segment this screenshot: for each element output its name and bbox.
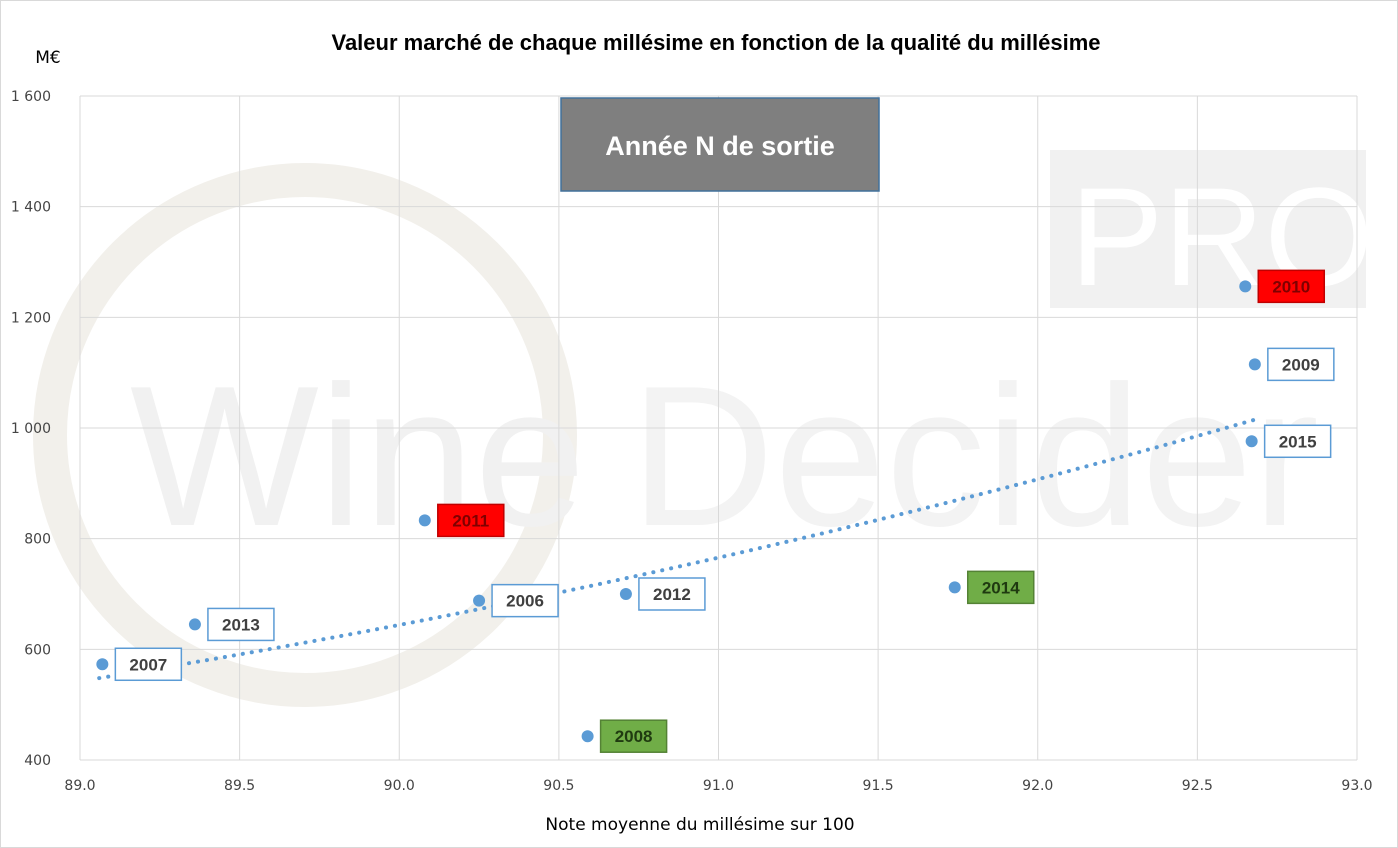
y-tick-label: 1 000 — [11, 421, 51, 437]
data-point-2006 — [473, 594, 486, 607]
watermark-brand-text: Wine — [130, 345, 586, 568]
watermark-brand-text-2: Decider — [630, 345, 1319, 568]
watermark-pro-text: PRO — [1070, 158, 1373, 315]
y-tick-label: 600 — [24, 642, 51, 658]
annotation-box — [560, 97, 880, 192]
x-tick-label: 93.0 — [1341, 778, 1372, 794]
grid — [79, 95, 1358, 761]
data-label-box-2014 — [966, 570, 1035, 605]
y-tick-label: 1 400 — [11, 200, 51, 216]
x-tick-label: 90.5 — [543, 778, 574, 794]
data-label-2012: 2012 — [653, 585, 691, 604]
x-tick-label: 90.0 — [384, 778, 415, 794]
data-point-2013 — [188, 618, 201, 631]
data-point-2010 — [1239, 280, 1252, 293]
data-point-2015 — [1245, 435, 1258, 448]
data-label-2009: 2009 — [1282, 355, 1320, 374]
data-label-2010: 2010 — [1272, 277, 1310, 296]
data-label-box-2007 — [114, 647, 183, 682]
data-label-box-2013 — [207, 607, 275, 642]
data-point-2009 — [1248, 358, 1261, 371]
x-tick-label: 89.5 — [224, 778, 255, 794]
data-label-box-2006 — [491, 583, 559, 618]
data-label-2011: 2011 — [452, 511, 489, 530]
x-axis-title: Note moyenne du millésime sur 100 — [545, 815, 854, 835]
data-point-2014 — [948, 581, 961, 594]
y-tick-label: 800 — [24, 532, 51, 548]
data-label-box-2009 — [1267, 347, 1335, 382]
data-label-2008: 2008 — [615, 727, 653, 746]
x-tick-label: 91.5 — [863, 778, 894, 794]
data-point-2008 — [581, 730, 594, 743]
data-label-2007: 2007 — [129, 655, 167, 674]
data-label-box-2011 — [437, 503, 505, 538]
axis-ticks: 89.0 89.5 90.0 90.5 91.0 91.5 92.0 92.5 93.0 400 6… — [11, 89, 1373, 794]
watermark-ring — [33, 163, 577, 707]
data-label-box-2015 — [1263, 424, 1332, 459]
data-label-2015: 2015 — [1279, 432, 1317, 451]
y-axis-unit: M€ — [35, 48, 60, 68]
data-labels: 2007 2013 2011 2006 2008 2012 2014 2010 2009 2015 — [114, 269, 1335, 753]
x-tick-label: 91.0 — [703, 778, 734, 794]
data-point-2007 — [96, 658, 109, 671]
data-points — [96, 280, 1261, 743]
data-label-box-2008 — [599, 719, 668, 753]
chart-title: Valeur marché de chaque millésime en fon… — [331, 30, 1100, 55]
y-tick-label: 400 — [24, 753, 51, 769]
x-tick-label: 89.0 — [64, 778, 95, 794]
annotation-text: Année N de sortie — [605, 131, 835, 161]
data-point-2011 — [418, 514, 431, 527]
y-tick-label: 1 200 — [11, 310, 51, 326]
x-tick-label: 92.5 — [1182, 778, 1213, 794]
data-label-box-2010 — [1257, 269, 1326, 304]
data-label-2013: 2013 — [222, 615, 260, 634]
data-label-box-2012 — [638, 577, 706, 611]
data-label-2006: 2006 — [506, 592, 544, 611]
data-point-2012 — [619, 588, 632, 600]
data-label-2014: 2014 — [982, 578, 1020, 597]
x-tick-label: 92.0 — [1022, 778, 1053, 794]
annotation: Année N de sortie — [560, 97, 880, 192]
y-tick-label: 1 600 — [11, 89, 51, 105]
